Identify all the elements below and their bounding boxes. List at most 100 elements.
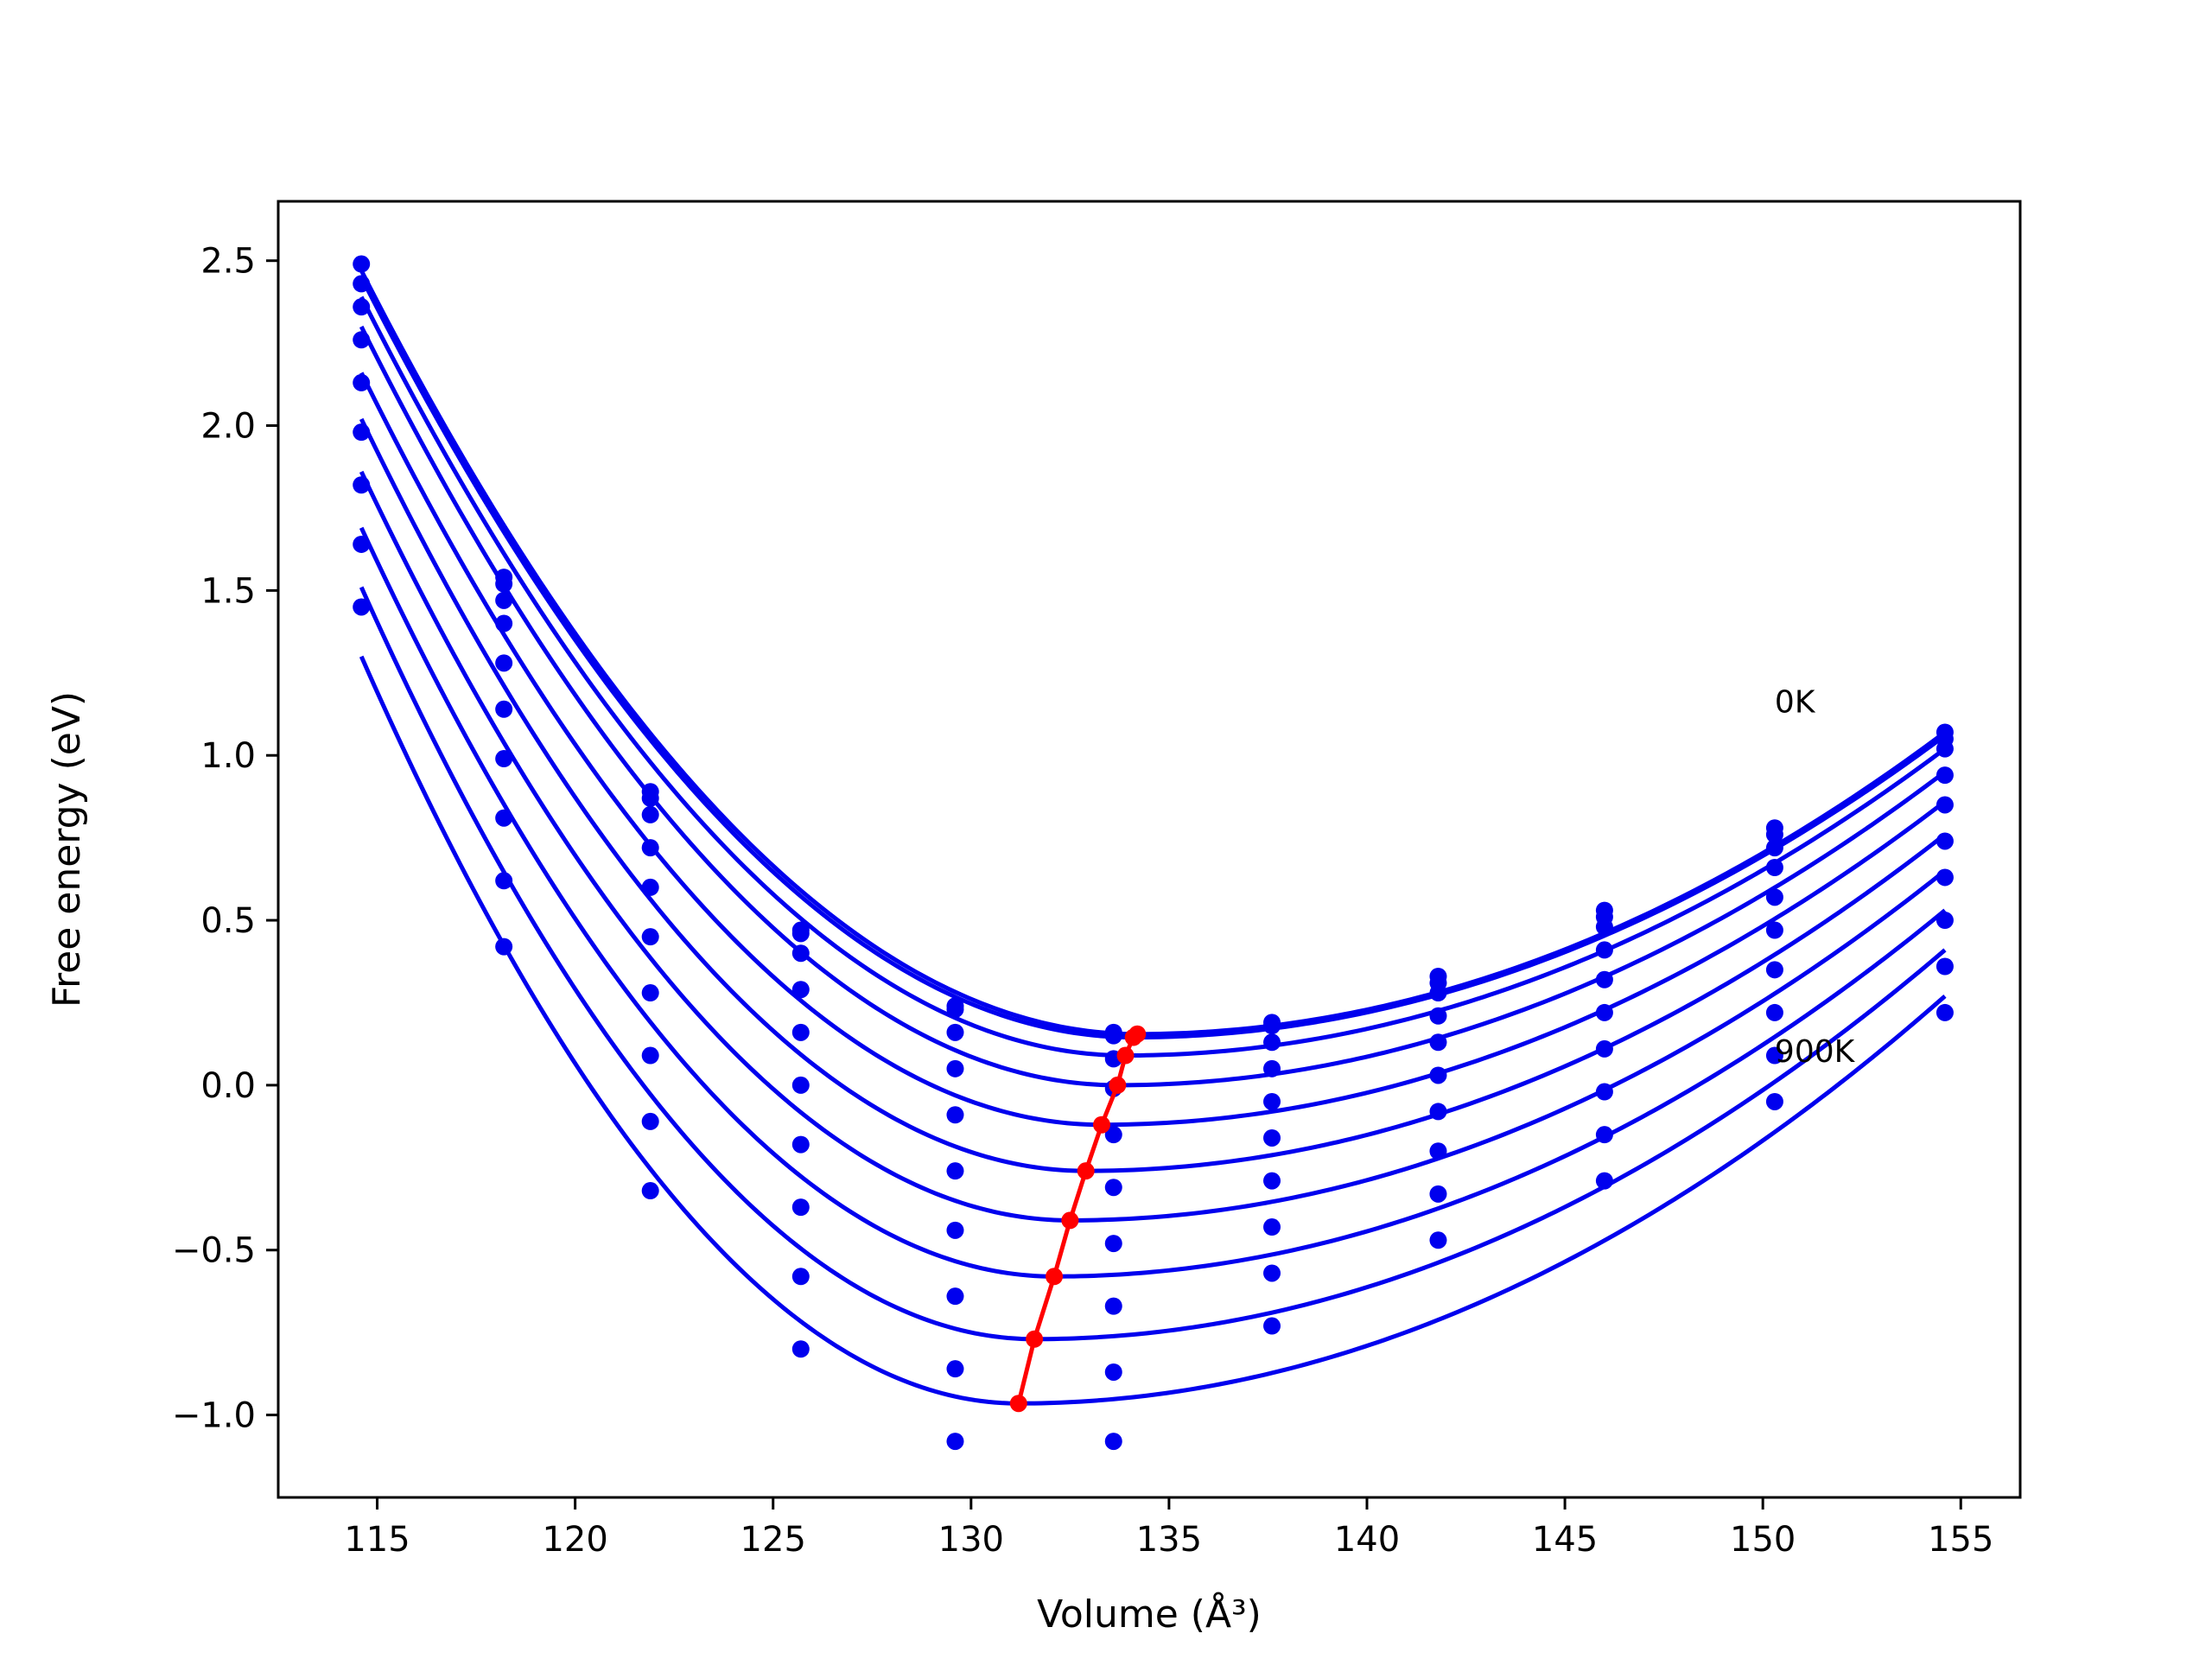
y-tick-label: 1.5 <box>200 571 256 611</box>
y-tick-label: 2.5 <box>200 242 256 282</box>
minimum-path-point <box>1077 1162 1095 1180</box>
y-tick-label: −0.5 <box>172 1231 256 1271</box>
plot-frame <box>276 200 2022 1499</box>
data-point <box>641 984 659 1002</box>
data-point <box>1595 1039 1613 1058</box>
data-point <box>1936 957 1954 976</box>
x-tick-label: 115 <box>344 1520 410 1560</box>
fit-curve <box>359 586 1947 1342</box>
data-point <box>1263 1033 1281 1052</box>
y-tick-label: −1.0 <box>172 1396 256 1436</box>
data-point <box>1936 832 1954 850</box>
minimum-path-point <box>1109 1076 1127 1094</box>
data-point <box>1765 858 1783 876</box>
minimum-path-line <box>1016 1032 1139 1404</box>
data-point <box>791 1076 810 1094</box>
data-point <box>353 476 371 494</box>
data-point <box>791 1023 810 1041</box>
data-point <box>1595 1003 1613 1021</box>
data-point <box>1765 825 1783 843</box>
fit-curve <box>359 655 1947 1406</box>
data-point <box>1263 1092 1281 1110</box>
x-tick-label: 140 <box>1334 1520 1400 1560</box>
data-point <box>1595 1172 1613 1190</box>
data-point <box>1429 1185 1447 1203</box>
data-point <box>946 1023 964 1041</box>
data-point <box>1936 740 1954 758</box>
y-axis-ticks: −1.0 −0.5 0.0 0.5 1.0 1.5 2.0 2.5 <box>172 242 278 1436</box>
x-tick-label: 145 <box>1532 1520 1598 1560</box>
data-point <box>495 700 513 718</box>
temperature-annotation: 0K <box>1775 685 1816 721</box>
data-point <box>1429 1033 1447 1052</box>
minimum-path-point <box>1046 1268 1064 1286</box>
data-point <box>1263 1059 1281 1077</box>
data-point <box>1765 1092 1783 1110</box>
data-point <box>946 1221 964 1239</box>
fit-curve <box>359 276 1947 1040</box>
data-point <box>1765 961 1783 979</box>
data-point <box>1429 1231 1447 1249</box>
annotations-layer: 0K 900K <box>1775 685 1856 1071</box>
data-point <box>1765 888 1783 906</box>
data-point <box>1263 1264 1281 1282</box>
data-point <box>1263 1017 1281 1035</box>
data-point <box>1429 1142 1447 1160</box>
minimum-path-point <box>1093 1116 1111 1134</box>
data-point <box>495 809 513 827</box>
data-point <box>1765 921 1783 939</box>
data-point <box>1429 1007 1447 1025</box>
data-point <box>353 255 371 273</box>
data-point <box>1104 1179 1122 1197</box>
data-point <box>791 1198 810 1217</box>
fit-curve <box>359 470 1947 1223</box>
data-point <box>1104 1235 1122 1253</box>
data-point <box>495 872 513 890</box>
y-tick-label: 1.0 <box>200 736 256 776</box>
data-point <box>1263 1128 1281 1147</box>
data-point <box>791 1135 810 1154</box>
x-tick-label: 130 <box>938 1520 1004 1560</box>
x-axis-title: Volume (Å³) <box>1037 1591 1262 1637</box>
data-point <box>641 805 659 823</box>
data-point <box>641 839 659 857</box>
data-point <box>353 373 371 391</box>
data-point <box>1765 839 1783 857</box>
data-point <box>1936 796 1954 814</box>
x-axis-ticks: 115 120 125 130 135 140 145 150 155 <box>344 1497 1993 1560</box>
fit-curves-layer <box>359 270 1947 1406</box>
data-point <box>1104 1126 1122 1144</box>
x-tick-label: 150 <box>1730 1520 1796 1560</box>
data-point <box>946 1001 964 1019</box>
data-point <box>641 1182 659 1200</box>
data-point <box>946 1106 964 1124</box>
data-point <box>1765 1003 1783 1021</box>
data-point <box>791 1340 810 1358</box>
data-point <box>1595 918 1613 936</box>
data-point <box>1429 984 1447 1002</box>
data-point <box>1936 868 1954 887</box>
data-point <box>791 981 810 999</box>
data-point <box>1429 1103 1447 1121</box>
data-point <box>495 575 513 593</box>
data-point <box>1936 912 1954 930</box>
data-point <box>1595 941 1613 959</box>
data-point <box>1104 1297 1122 1315</box>
data-point <box>495 938 513 956</box>
y-tick-label: 2.0 <box>200 407 256 447</box>
minimum-path-point <box>1026 1330 1044 1348</box>
fit-curve <box>359 270 1947 1037</box>
data-point <box>791 925 810 943</box>
fit-curve <box>359 325 1947 1088</box>
data-point <box>1936 1003 1954 1021</box>
y-tick-label: 0.5 <box>200 901 256 941</box>
minimum-path-layer <box>1009 1025 1147 1413</box>
data-point <box>495 654 513 672</box>
minimum-path-point <box>1009 1395 1027 1413</box>
data-point <box>353 535 371 553</box>
data-point <box>1104 1433 1122 1451</box>
x-tick-label: 135 <box>1136 1520 1202 1560</box>
data-point <box>353 598 371 616</box>
data-point <box>641 789 659 807</box>
